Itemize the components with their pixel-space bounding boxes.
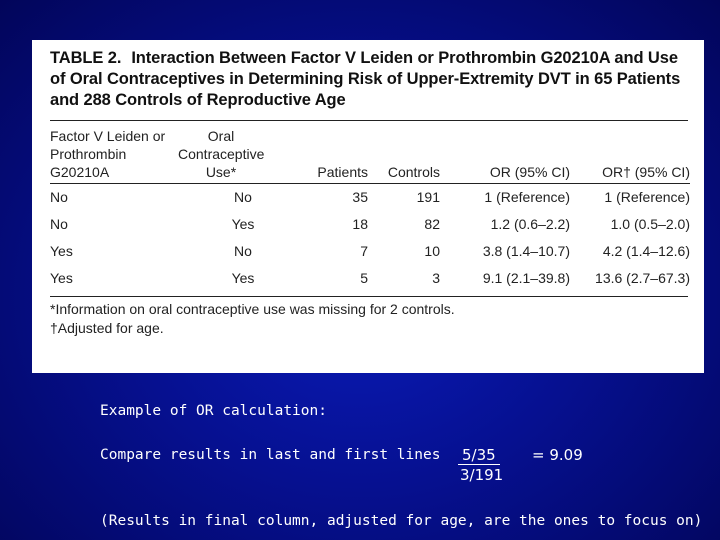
- cell-or: 3.8 (1.4–10.7): [482, 243, 570, 259]
- table-title: TABLE 2. Interaction Between Factor V Lei…: [50, 48, 688, 111]
- cell-oc: Yes: [231, 216, 255, 232]
- cell-patients: 18: [352, 216, 368, 232]
- compare-text: Compare results in last and first lines: [100, 447, 441, 463]
- cell-or: 1 (Reference): [484, 189, 570, 205]
- header-row: Factor V Leiden or Prothrombin G20210A O…: [50, 121, 690, 181]
- cell-controls: 191: [416, 189, 440, 205]
- fraction-denominator: 3/191: [460, 466, 504, 484]
- table-row: Yes No 7 10 3.8 (1.4–10.7) 4.2 (1.4–12.6…: [50, 238, 690, 265]
- table-bottom-rule: [50, 296, 688, 297]
- cell-factor: No: [50, 189, 68, 205]
- header-factor: Factor V Leiden or Prothrombin G20210A: [50, 128, 166, 180]
- header-rule: [50, 183, 690, 184]
- header-patients: Patients: [317, 164, 368, 180]
- cell-controls: 82: [424, 216, 440, 232]
- focus-note: (Results in final column, adjusted for a…: [100, 513, 703, 529]
- table-row: No No 35 191 1 (Reference) 1 (Reference): [50, 184, 690, 211]
- cell-patients: 35: [352, 189, 368, 205]
- table-panel: TABLE 2. Interaction Between Factor V Lei…: [32, 40, 704, 373]
- cell-controls: 3: [432, 270, 440, 286]
- calculation-result: = 9.09: [532, 446, 583, 464]
- cell-factor: Yes: [50, 243, 73, 259]
- cell-oc: No: [234, 189, 252, 205]
- cell-or-adjusted: 13.6 (2.7–67.3): [595, 270, 690, 286]
- table-caption: Interaction Between Factor V Leiden or P…: [50, 49, 681, 109]
- table-row: Yes Yes 5 3 9.1 (2.1–39.8) 13.6 (2.7–67.…: [50, 265, 690, 292]
- header-or: OR (95% CI): [489, 164, 570, 180]
- cell-factor: Yes: [50, 270, 73, 286]
- cell-patients: 7: [360, 243, 368, 259]
- cell-factor: No: [50, 216, 68, 232]
- cell-oc: No: [234, 243, 252, 259]
- footnotes: *Information on oral contraceptive use w…: [50, 300, 688, 338]
- cell-patients: 5: [360, 270, 368, 286]
- table-row: No Yes 18 82 1.2 (0.6–2.2) 1.0 (0.5–2.0): [50, 211, 690, 238]
- table-label: TABLE 2.: [50, 49, 122, 67]
- header-or-adjusted: OR† (95% CI): [602, 164, 690, 180]
- header-controls: Controls: [387, 164, 440, 180]
- cell-or-adjusted: 1 (Reference): [604, 189, 690, 205]
- fraction-numerator: 5/35: [458, 446, 500, 465]
- cell-oc: Yes: [231, 270, 255, 286]
- cell-or: 1.2 (0.6–2.2): [490, 216, 570, 232]
- footnote-oc-missing: *Information on oral contraceptive use w…: [50, 301, 455, 317]
- header-oral-contraceptive: Oral Contraceptive Use*: [178, 128, 265, 180]
- cell-or-adjusted: 1.0 (0.5–2.0): [610, 216, 690, 232]
- footnote-age-adjusted: †Adjusted for age.: [50, 320, 164, 336]
- cell-or: 9.1 (2.1–39.8): [482, 270, 570, 286]
- cell-or-adjusted: 4.2 (1.4–12.6): [602, 243, 690, 259]
- table-top-rule: [50, 120, 688, 121]
- cell-controls: 10: [424, 243, 440, 259]
- example-heading: Example of OR calculation:: [100, 403, 327, 419]
- data-table: Factor V Leiden or Prothrombin G20210A O…: [50, 121, 690, 292]
